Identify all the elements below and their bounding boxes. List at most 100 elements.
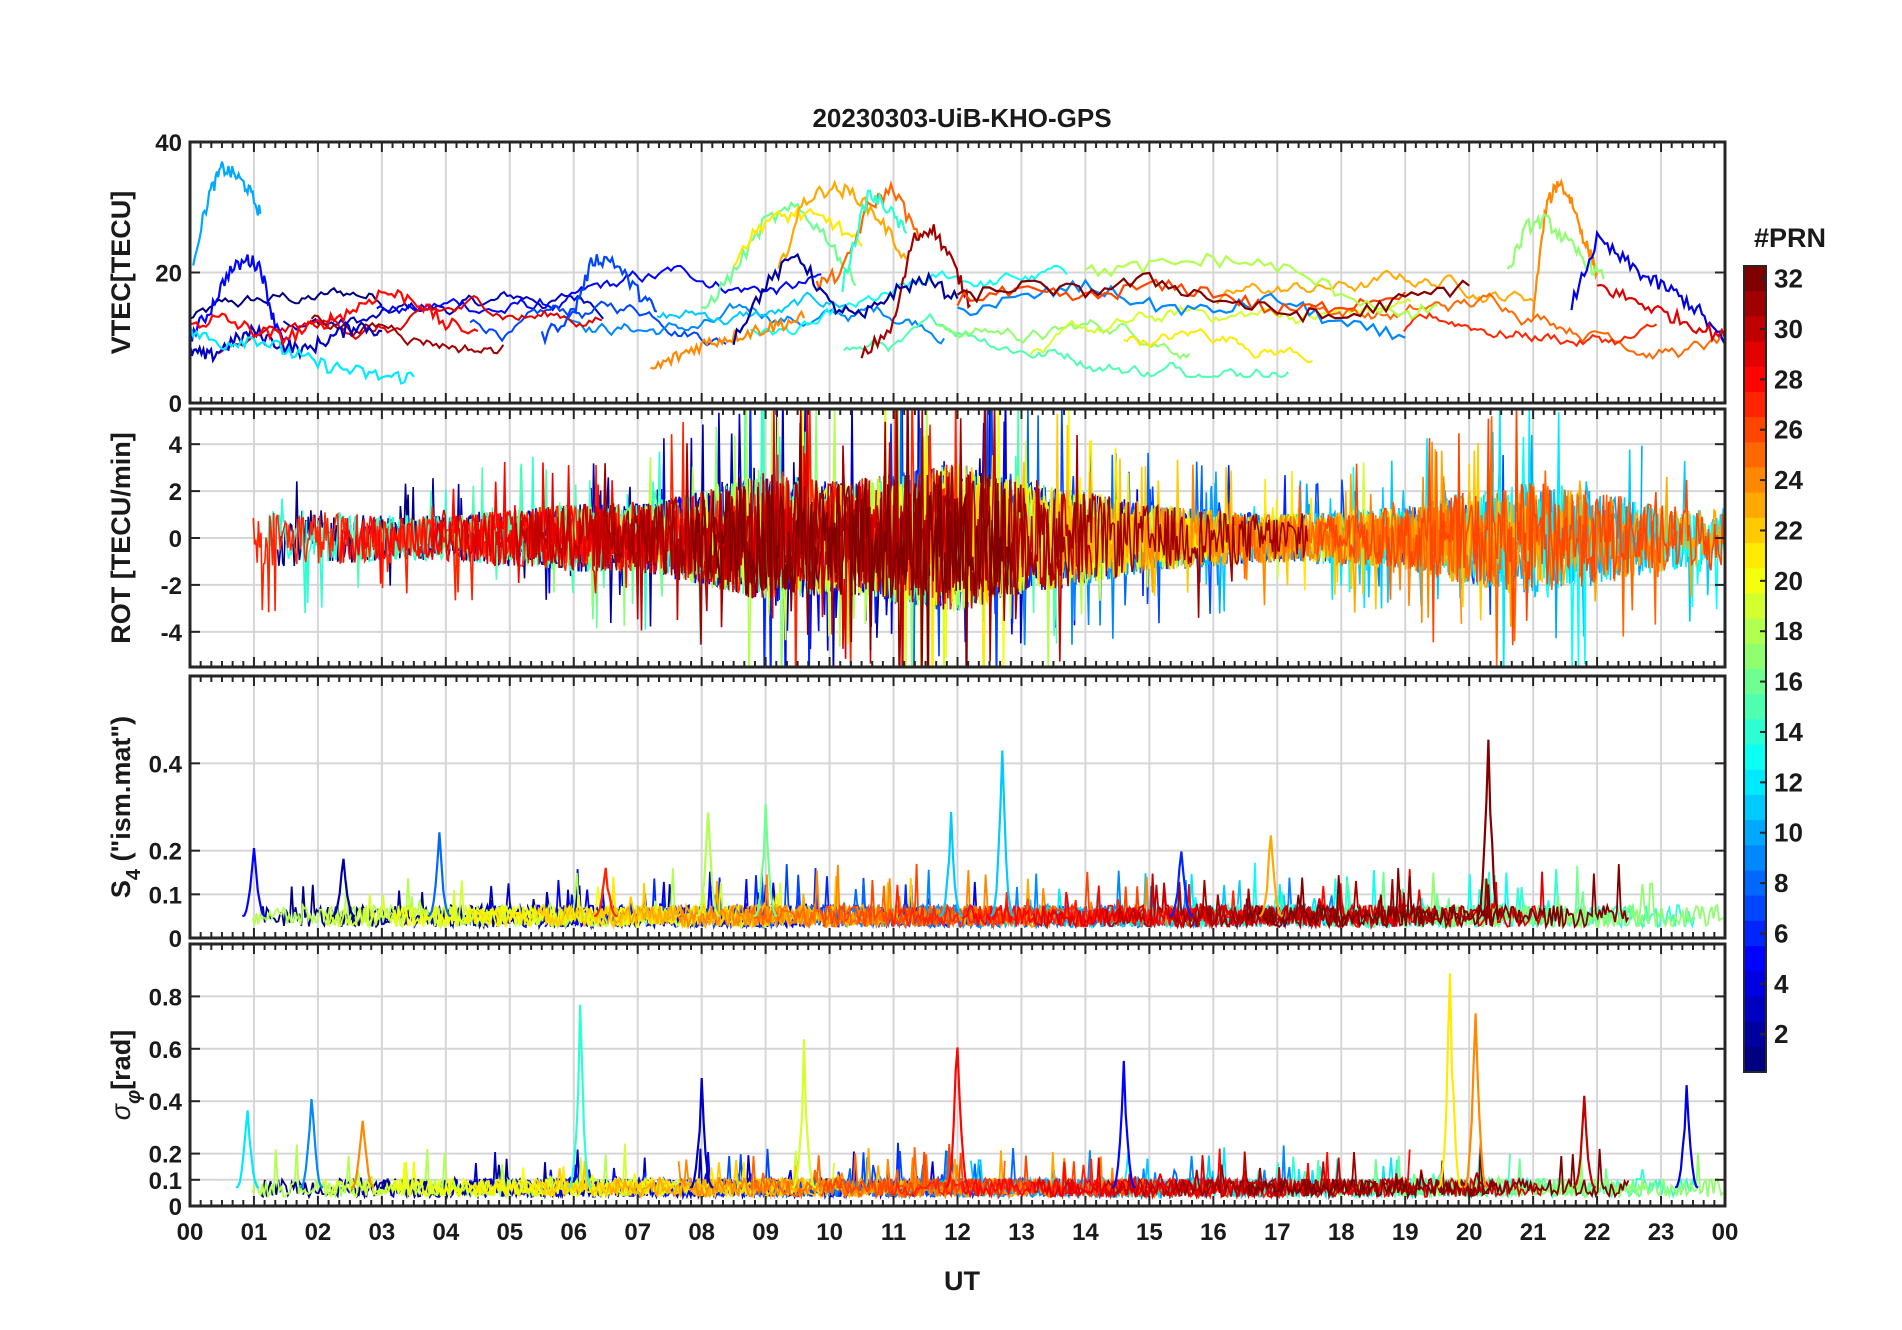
s4-spike-prn-5: [241, 847, 266, 918]
chart-title: 20230303-UiB-KHO-GPS: [812, 103, 1111, 133]
vtec-series-prn-28: [190, 288, 479, 348]
colorbar-band: [1744, 291, 1766, 317]
y-axis-label: S4 ("ism.mat"): [106, 716, 145, 898]
sigma-phi-series-prn-20: [393, 1161, 651, 1200]
vtec-series-prn-24: [650, 309, 806, 370]
y-tick-label: 0.4: [149, 751, 183, 778]
colorbar-band: [1744, 618, 1766, 645]
s4-spike-prn-11: [939, 811, 964, 918]
panel-4: 00.10.2 0.4 0.6 0.8σφ[rad]: [106, 942, 1727, 1221]
colorbar-band: [1744, 442, 1766, 468]
x-tick-label: 19: [1392, 1219, 1419, 1246]
s4-spike-prn-23: [1258, 835, 1283, 918]
s4-series-prn-31: [1174, 878, 1495, 931]
sigma-phi-spike-prn-28: [945, 1047, 970, 1189]
s4-spike-prn-32: [1476, 739, 1501, 918]
vtec-series-prn-9: [562, 302, 945, 345]
rot-series-prn-26: [1316, 409, 1725, 646]
x-tick-label: 03: [369, 1219, 396, 1246]
colorbar-band: [1744, 467, 1766, 494]
colorbar-tick-label: 18: [1774, 616, 1803, 646]
colorbar-band: [1744, 820, 1766, 846]
y-tick-label: 40: [155, 130, 182, 157]
colorbar-band: [1744, 492, 1766, 519]
vtec-series-prn-29: [217, 294, 603, 355]
colorbar-band: [1744, 794, 1766, 821]
sigma-phi-series-prn-22: [536, 1159, 921, 1200]
colorbar-band: [1744, 694, 1766, 720]
y-tick-label: 0: [169, 391, 182, 418]
y-tick-label: 0.1: [149, 882, 182, 909]
s4-spike-prn-6: [1169, 851, 1194, 918]
s4-spike-prn-18: [695, 812, 721, 918]
sigma-phi-spike-prn-24: [1463, 1013, 1488, 1189]
x-tick-label: 11: [881, 1219, 906, 1246]
x-tick-label: 17: [1264, 1219, 1291, 1246]
vtec-series-prn-31: [310, 314, 505, 355]
x-tick-label: 05: [496, 1219, 523, 1246]
colorbar-tick-label: 28: [1774, 364, 1803, 394]
colorbar-tick-label: 14: [1774, 717, 1803, 747]
vtec-series-prn-5: [376, 265, 822, 315]
colorbar-band: [1744, 266, 1766, 292]
vtec-series-prn-3: [282, 290, 604, 331]
vtec-series-prn-18: [1084, 252, 1438, 321]
colorbar-tick-label: 10: [1774, 818, 1803, 848]
colorbar-band: [1744, 517, 1766, 544]
colorbar-band: [1744, 895, 1766, 922]
colorbar-band: [1744, 593, 1766, 620]
y-tick-label: 0.2: [149, 1142, 182, 1169]
vtec-series-prn-31: [860, 224, 972, 359]
colorbar-band: [1744, 1021, 1766, 1048]
x-tick-label: 00: [177, 1219, 204, 1246]
s4-spike-prn-27: [593, 867, 618, 918]
s4-spike-prn-2: [331, 858, 356, 918]
x-tick-label: 16: [1200, 1219, 1227, 1246]
sigma-phi-spike-prn-5: [1111, 1060, 1137, 1189]
x-tick-label: 07: [624, 1219, 651, 1246]
x-tick-label: 09: [752, 1219, 779, 1246]
colorbar-tick-label: 26: [1774, 415, 1803, 445]
vtec-series-prn-26: [956, 278, 1407, 317]
panel-1: 0 20 40 VTEC[TECU]: [106, 130, 1727, 418]
s4-spike-prn-8: [427, 832, 452, 918]
y-axis-label: VTEC[TECU]: [106, 191, 136, 355]
colorbar-band: [1744, 366, 1766, 393]
vtec-series-prn-15: [843, 312, 1289, 378]
colorbar-tick-label: 30: [1774, 314, 1803, 344]
x-tick-label: 23: [1648, 1219, 1675, 1246]
vtec-series-prn-23: [777, 179, 908, 269]
colorbar-tick-label: 22: [1774, 515, 1803, 545]
colorbar-tick-label: 32: [1774, 264, 1803, 294]
vtec-series-prn-21: [1123, 328, 1313, 364]
colorbar-band: [1744, 341, 1766, 368]
x-tick-label: 01: [241, 1219, 268, 1246]
sigma-phi-spike-prn-14: [567, 1004, 593, 1189]
colorbar-band: [1744, 870, 1766, 897]
colorbar-band: [1744, 543, 1766, 569]
x-tick-label: 21: [1520, 1219, 1547, 1246]
vtec-series-prn-23: [1216, 269, 1535, 305]
y-axis-label: ROT [TECU/min]: [106, 432, 136, 643]
colorbar-band: [1744, 568, 1766, 594]
colorbar-band: [1744, 946, 1766, 972]
colorbar-tick-label: 8: [1774, 868, 1788, 898]
x-tick-label: 06: [560, 1219, 587, 1246]
y-tick-label: 0: [169, 526, 182, 553]
x-tick-label: 20: [1456, 1219, 1483, 1246]
vtec-series-prn-29: [1596, 283, 1725, 344]
vtec-series-prn-1: [190, 286, 383, 320]
vtec-series-prn-16: [701, 200, 857, 310]
x-axis-label: UT: [944, 1266, 980, 1296]
panel-2: -4 -2 0 2 4 ROT [TECU/min]: [106, 407, 1727, 669]
colorbar-label: #PRN: [1754, 223, 1826, 253]
s4-spike-prn-11: [990, 750, 1015, 918]
series-group: [235, 973, 1724, 1201]
vtec-series-prn-10: [192, 161, 262, 266]
y-tick-label: 0.2: [149, 839, 182, 866]
rot-series-prn-32: [690, 409, 1012, 667]
colorbar-tick-label: 2: [1774, 1019, 1788, 1049]
vtec-series-prn-9: [957, 278, 1406, 341]
y-axis-label: σφ[rad]: [106, 1030, 145, 1120]
